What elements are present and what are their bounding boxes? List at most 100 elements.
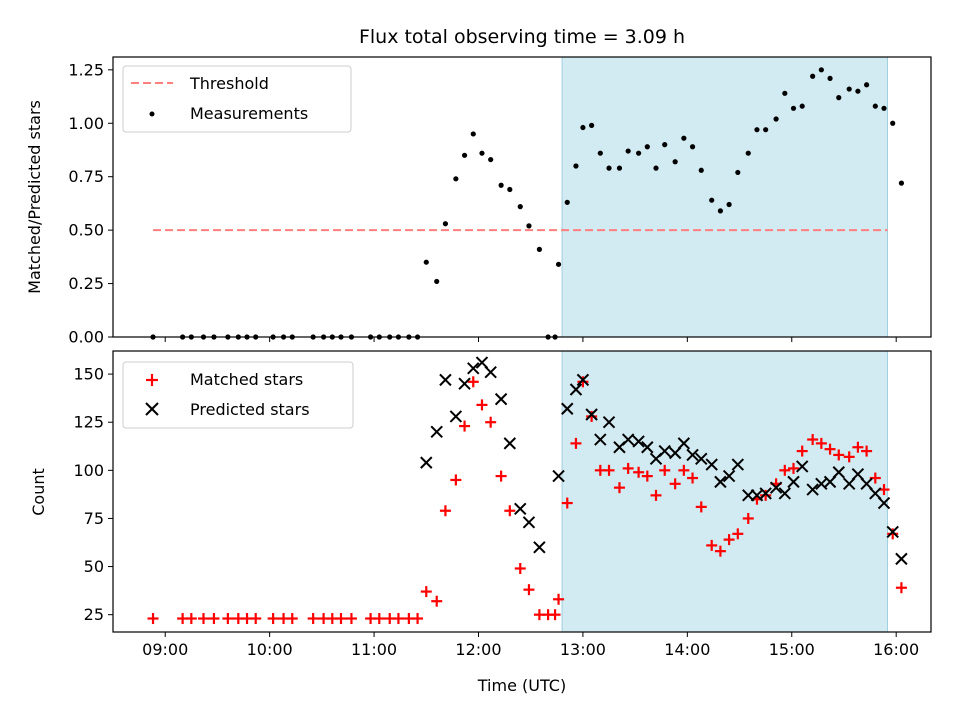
predicted-stars-series [420,356,908,566]
counts-y-tick-label: 100 [73,461,104,480]
measurement-point [864,82,870,88]
predicted-stars-legend-swatch [145,402,159,416]
predicted-star-point [778,487,792,500]
matched-star-point [485,416,497,428]
measurement-point [442,221,449,227]
observing-window-shade-bottom [561,350,888,633]
measurement-point [526,223,532,229]
matched-star-point [459,420,471,432]
matched-star-point [843,451,855,463]
counts-y-tick-label: 125 [73,413,104,432]
measurement-point [597,150,603,156]
counts-panel: 25 50 75 100 125 150 09:00 10:00 11:00 12:00 13:0… [29,350,932,695]
matched-star-point [833,449,845,461]
matched-star-point [286,613,298,625]
ratio-y-axis: 0.00 0.25 0.50 0.75 1.00 1.25 [68,60,113,347]
time-x-tick-label: 14:00 [664,640,710,659]
predicted-star-point [722,469,736,483]
observing-window-rect [561,56,888,338]
matched-star-point [796,445,808,457]
predicted-star-point [895,552,908,566]
ratio-y-tick-label: 0.50 [68,221,104,240]
matched-stars-legend-label: Matched stars [190,370,303,389]
matched-star-point [586,410,598,422]
predicted-star-point [503,437,517,450]
time-x-tick-label: 13:00 [560,640,606,659]
time-x-axis: 09:00 10:00 11:00 12:00 13:00 14:00 15:00 16:00 [142,632,919,659]
ratio-x-ticks [164,337,897,342]
matched-star-point [570,437,582,449]
measurement-point [453,176,459,182]
predicted-star-point [677,437,691,450]
time-x-tick-label: 12:00 [455,640,501,659]
matched-star-point [561,497,573,509]
predicted-star-point [494,392,508,406]
predicted-star-point [569,383,583,396]
matched-star-point [185,613,197,625]
matched-star-point [514,562,526,574]
x-axis-label: Time (UTC) [477,676,566,695]
measurement-point [689,144,696,150]
measurement-point [434,278,440,285]
measurement-point [580,124,586,131]
matched-star-point [895,582,907,594]
measurement-point [573,163,579,169]
counts-y-tick-label: 75 [84,509,104,528]
predicted-star-point [533,541,546,554]
measurement-point [636,150,642,156]
counts-y-tick-label: 50 [84,557,104,576]
measurement-point [790,105,797,111]
measurement-point [698,167,704,173]
matched-star-point [250,613,262,625]
predicted-star-point [731,458,745,471]
measurement-point [672,159,678,165]
predicted-star-point [430,425,443,439]
matched-star-point [887,528,899,540]
measurement-point [589,122,595,128]
measurement-point [836,95,842,101]
ratio-y-tick-label: 1.00 [68,114,104,133]
predicted-star-point [420,456,433,469]
matched-star-point [852,441,864,453]
predicted-star-point [877,496,891,510]
measurement-point [799,103,805,109]
counts-y-tick-label: 25 [84,605,104,624]
predicted-star-point [806,483,819,496]
predicted-star-point [769,481,783,494]
ratio-panel: 0.00 0.25 0.50 0.75 1.00 1.25 Matched/Predict… [25,56,932,347]
measurement-point [681,135,687,141]
counts-y-axis: 25 50 75 100 125 150 [73,365,113,624]
matched-star-point [714,545,726,557]
matched-star-point [732,528,744,540]
predicted-stars-legend-label: Predicted stars [190,400,310,419]
matched-star-point [335,613,347,625]
observing-window-shade-top [561,56,888,338]
ratio-y-tick-label: 0.75 [68,167,104,186]
matched-star-point [779,464,791,476]
measurement-point [818,67,824,73]
measurement-point [872,103,878,109]
measurement-point [606,165,612,171]
time-x-tick-label: 09:00 [142,640,188,659]
measurement-point [782,90,788,96]
measurement-point [564,199,570,205]
predicted-star-point [458,377,471,390]
measurement-point [479,150,485,156]
matched-star-point [788,462,800,474]
matched-star-point [641,470,653,482]
measurement-point [662,142,668,148]
ratio-y-label: Matched/Predicted stars [25,100,44,294]
matched-star-point [695,501,707,513]
counts-panel-frame [112,350,932,633]
matched-star-point [687,472,699,484]
matched-star-point [267,613,279,625]
measurement-point [890,120,896,126]
chart-title: Flux total observing time = 3.09 h [359,26,685,48]
predicted-star-point [576,373,590,387]
predicted-star-point [641,441,654,454]
measurement-point [898,180,905,186]
matched-star-point [412,613,424,625]
predicted-star-point [686,448,699,462]
measurement-point [536,246,543,252]
predicted-star-point [658,444,671,458]
